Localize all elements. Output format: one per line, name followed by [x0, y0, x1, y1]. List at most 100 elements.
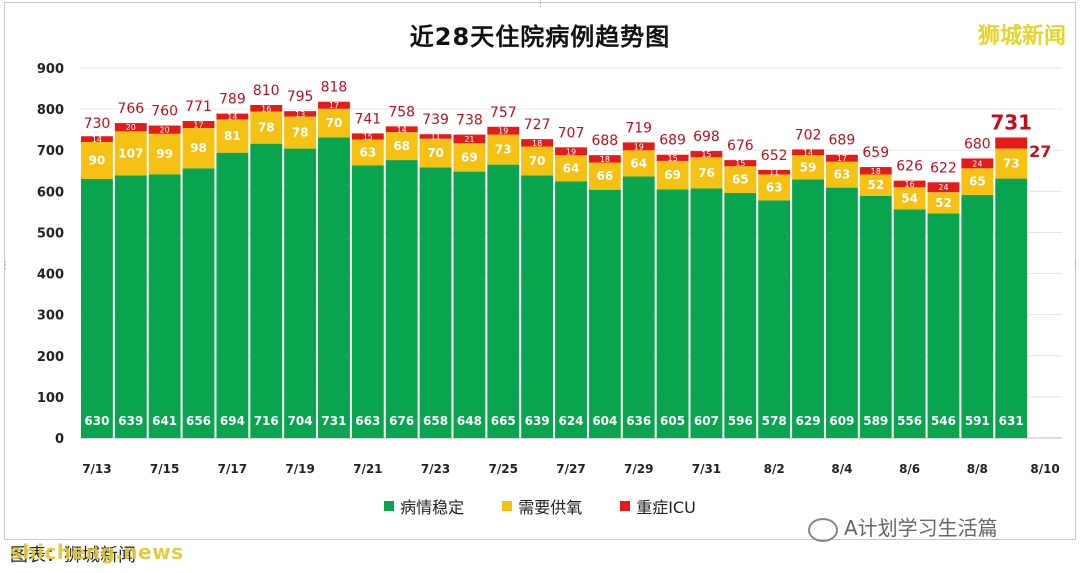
data-label-oxygen: 70 [427, 146, 444, 160]
bar-segment-stable [995, 178, 1028, 439]
bar-segment-oxygen [250, 111, 283, 144]
watermark-text: shicheng.news [10, 540, 184, 564]
bar-segment-oxygen [893, 187, 926, 210]
data-label-stable: 589 [863, 414, 888, 428]
wechat-icon [808, 517, 838, 542]
data-label-stable: 663 [355, 414, 380, 428]
x-tick-label: 7/29 [624, 462, 653, 476]
bar-segment-oxygen [792, 155, 824, 180]
bar-segment-icu [284, 111, 317, 117]
data-label-total: 789 [219, 92, 246, 108]
bar-segment-stable [555, 181, 587, 438]
data-label-oxygen: 70 [326, 116, 343, 130]
data-label-icu: 15 [363, 132, 373, 141]
data-label-icu: 19 [634, 142, 644, 151]
data-label-icu: 16 [905, 180, 915, 189]
bar-segment-stable [385, 160, 418, 439]
bar-segment-icu [588, 155, 621, 163]
data-label-icu: 24 [938, 183, 948, 192]
bar-segment-icu [148, 125, 181, 134]
data-label-total: 698 [693, 129, 720, 145]
bar-segment-icu [114, 123, 147, 132]
bar-segment-oxygen [318, 108, 350, 138]
bar-segment-oxygen [825, 161, 858, 188]
bar-segment-oxygen [351, 139, 384, 166]
data-label-total: 760 [151, 104, 178, 120]
resize-handle-right[interactable]: ⋮ [1071, 261, 1080, 271]
data-label-oxygen: 54 [901, 191, 918, 205]
data-label-icu: 14 [803, 148, 813, 157]
data-label-icu: 17 [193, 121, 203, 130]
bar-segment-icu [250, 105, 283, 112]
bar-segment-oxygen [724, 166, 757, 193]
bar-segment-icu [318, 101, 350, 109]
bar-segment-stable [487, 164, 520, 438]
data-label-oxygen: 65 [969, 175, 986, 189]
chart-title: 近28天住院病例趋势图 [409, 23, 671, 51]
bar-segment-oxygen [859, 174, 892, 196]
bar-segment-icu [995, 137, 1028, 149]
bar-segment-icu [81, 136, 113, 142]
data-label-icu: 27 [1029, 142, 1051, 161]
bar-segment-icu [690, 151, 723, 158]
data-label-icu: 19 [566, 147, 576, 156]
resize-handle-left[interactable]: ⋮ [1, 261, 10, 271]
data-label-oxygen: 107 [118, 146, 143, 160]
x-tick-label: 7/17 [218, 462, 247, 476]
resize-handle-top[interactable]: ⋮ [536, 0, 545, 9]
data-label-total: 719 [625, 120, 652, 136]
data-label-total: 707 [558, 125, 585, 141]
data-label-icu: 18 [871, 167, 881, 176]
data-label-total: 795 [287, 89, 314, 105]
data-label-icu: 20 [126, 123, 136, 132]
data-label-icu: 11 [430, 132, 440, 141]
bar-segment-stable [318, 137, 350, 438]
bar-segment-stable [893, 209, 926, 438]
data-label-icu: 21 [464, 135, 474, 144]
data-label-total: 702 [795, 127, 822, 143]
data-label-stable: 639 [525, 414, 550, 428]
legend-swatch-icu [620, 501, 631, 511]
data-label-total: 757 [490, 105, 517, 121]
data-label-oxygen: 78 [258, 121, 275, 135]
data-label-stable: 630 [84, 414, 109, 428]
bar-segment-icu [555, 147, 587, 156]
bar-segment-icu [859, 167, 892, 175]
bar-segment-oxygen [961, 168, 994, 196]
y-tick-label: 400 [37, 268, 64, 283]
data-label-total: 652 [761, 148, 788, 164]
x-tick-label: 7/15 [150, 462, 179, 476]
bar-segment-icu [927, 182, 960, 193]
data-label-icu: 11 [769, 168, 779, 177]
data-label-oxygen: 69 [461, 150, 478, 164]
bar-segment-icu [385, 126, 418, 133]
data-label-icu: 17 [837, 154, 847, 163]
data-label-total: 766 [117, 101, 144, 117]
bar-segment-icu [758, 169, 791, 175]
data-label-oxygen: 52 [935, 196, 952, 210]
bar-segment-oxygen [622, 150, 655, 177]
data-label-stable: 658 [423, 414, 448, 428]
bar-segment-oxygen [487, 134, 520, 165]
bar-segment-icu [419, 134, 452, 139]
bar-segment-oxygen [114, 131, 147, 176]
data-label-total: 626 [896, 159, 923, 175]
legend-item-icu: 重症ICU [620, 494, 696, 518]
bar-segment-oxygen [758, 174, 791, 201]
bar-segment-stable [216, 152, 249, 438]
data-label-stable: 636 [626, 414, 651, 428]
x-tick-label: 8/10 [1030, 462, 1059, 476]
bar-segment-stable [81, 179, 113, 438]
data-label-total: 731 [990, 110, 1032, 134]
y-tick-label: 800 [37, 103, 64, 118]
data-label-icu: 13 [295, 110, 305, 119]
bar-segment-oxygen [690, 157, 723, 189]
bar-segment-oxygen [182, 128, 215, 169]
data-label-total: 622 [930, 160, 957, 176]
bar-segment-stable [521, 175, 554, 439]
bar-segment-oxygen [284, 116, 317, 149]
bar-segment-stable [284, 148, 317, 439]
x-tick-label: 7/23 [421, 462, 450, 476]
bar-segment-stable [148, 174, 181, 438]
